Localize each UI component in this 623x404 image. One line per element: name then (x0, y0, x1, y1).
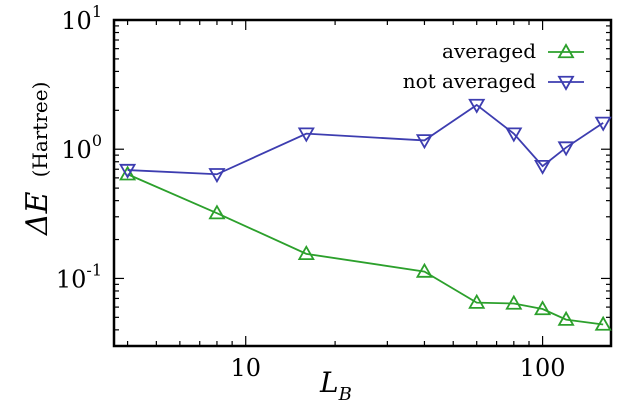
series-line-averaged (127, 173, 604, 326)
x-axis-label: LB (319, 366, 352, 404)
data-point-averaged (594, 315, 612, 331)
y-tick-base: 10 (61, 136, 92, 164)
y-tick-base: 10 (56, 265, 87, 293)
data-point-not-averaged (594, 116, 612, 132)
legend-label-not-averaged: not averaged (403, 69, 536, 93)
y-tick-label: 101 (61, 2, 102, 35)
y-tick-exponent: -1 (86, 260, 102, 279)
y-tick-label: 10-1 (56, 260, 102, 293)
data-point-averaged (208, 204, 226, 220)
series-layer (119, 98, 612, 331)
data-point-not-averaged (119, 163, 137, 179)
y-tick-exponent: 0 (92, 131, 102, 150)
data-point-not-averaged (534, 159, 552, 175)
data-point-not-averaged (297, 127, 315, 143)
data-point-averaged (557, 310, 575, 326)
legend: averaged not averaged (403, 39, 584, 93)
y-axis-label: ΔE(Hartree) (20, 82, 55, 236)
data-point-averaged (415, 262, 434, 278)
legend-marker-averaged (557, 43, 575, 59)
series-line-not-averaged (127, 103, 604, 176)
data-point-averaged (534, 300, 552, 316)
x-axis-ticks: 10 100 (126, 20, 566, 382)
plot-frame (112, 18, 613, 348)
legend-label-averaged: averaged (442, 39, 536, 63)
data-point-averaged (119, 165, 137, 181)
x-tick-label: 10 (230, 354, 261, 382)
data-point-not-averaged (415, 134, 434, 150)
y-tick-base: 10 (61, 7, 92, 35)
data-point-averaged (297, 245, 315, 260)
legend-marker-not-averaged (557, 75, 575, 91)
data-point-not-averaged (468, 98, 486, 114)
data-point-not-averaged (505, 127, 523, 143)
y-tick-label: 100 (61, 131, 102, 164)
x-tick-label: 100 (520, 354, 566, 382)
y-tick-exponent: 1 (92, 2, 102, 21)
data-point-averaged (468, 293, 486, 309)
data-point-averaged (505, 294, 523, 310)
data-point-not-averaged (208, 168, 226, 184)
data-point-not-averaged (557, 141, 575, 157)
